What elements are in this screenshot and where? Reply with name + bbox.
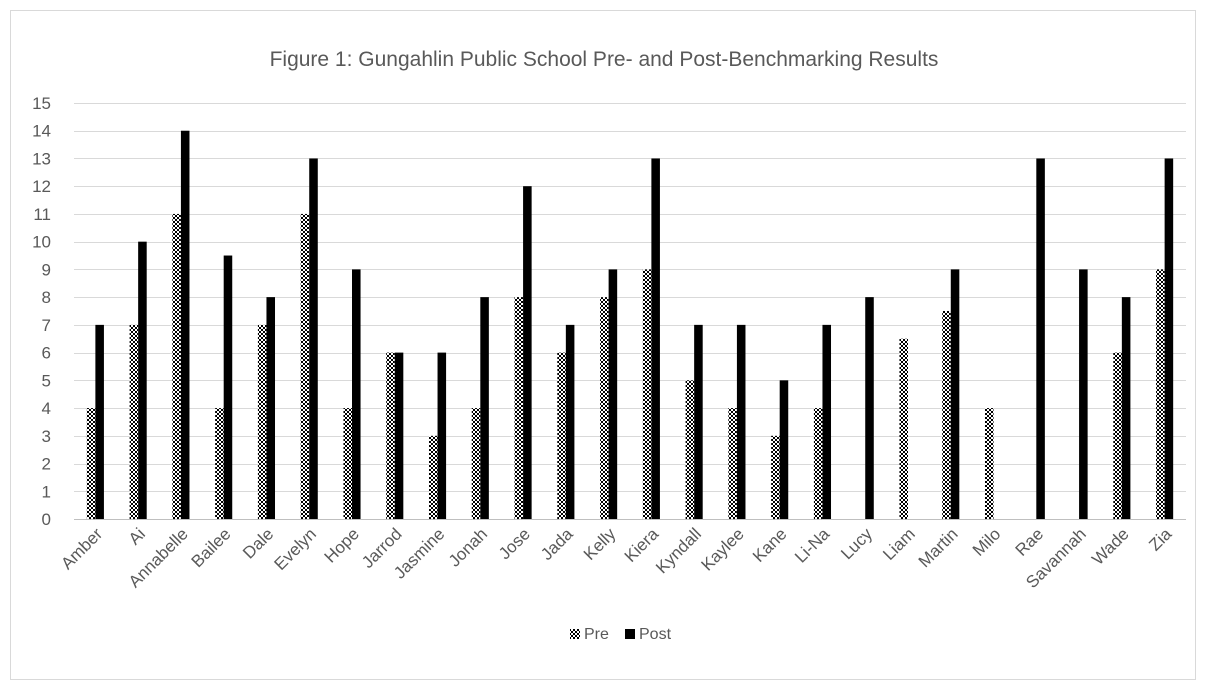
- bar-post: [1164, 158, 1174, 519]
- bar-post: [480, 297, 489, 519]
- chart-area: Figure 1: Gungahlin Public School Pre- a…: [10, 10, 1196, 680]
- bar-pre: [514, 297, 524, 519]
- x-tick-label: Amber: [57, 524, 106, 573]
- x-tick-label: Zia: [1145, 524, 1176, 555]
- x-tick-label: Kaylee: [698, 524, 748, 574]
- bar-post: [950, 269, 960, 519]
- legend-swatch-pre: [570, 629, 580, 639]
- y-tick-label: 15: [32, 94, 51, 113]
- x-tick-label: Ai: [125, 524, 149, 548]
- legend-label-pre: Pre: [584, 626, 609, 643]
- bar-post: [523, 186, 532, 519]
- y-tick-label: 9: [42, 260, 51, 279]
- x-tick-label: Wade: [1088, 524, 1132, 568]
- bar-post: [1036, 158, 1045, 519]
- bar-pre: [86, 408, 96, 519]
- bar-post: [779, 380, 789, 519]
- x-tick-label: Rae: [1012, 524, 1047, 559]
- bar-post: [608, 269, 618, 519]
- bar-post: [266, 297, 276, 519]
- bar-pre: [728, 408, 737, 519]
- bar-post: [180, 130, 190, 519]
- bar-post: [1121, 297, 1131, 519]
- x-tick-label: Lucy: [837, 524, 876, 563]
- y-tick-label: 8: [42, 288, 51, 307]
- bar-pre: [984, 408, 994, 519]
- bar-pre: [343, 408, 352, 519]
- bar-pre: [172, 213, 181, 519]
- y-tick-label: 6: [42, 344, 51, 363]
- legend-swatch-post: [625, 629, 635, 639]
- bar-pre: [771, 435, 780, 519]
- bar-post: [437, 352, 447, 519]
- bar-pre: [942, 311, 951, 519]
- x-tick-label: Dale: [239, 524, 277, 562]
- bar-pre: [813, 408, 823, 519]
- bar-post: [651, 158, 660, 519]
- y-tick-label: 7: [42, 316, 51, 335]
- y-tick-label: 14: [32, 122, 51, 141]
- x-tick-label: Li-Na: [791, 524, 834, 567]
- bar-pre: [899, 338, 908, 519]
- x-tick-label: Martin: [915, 524, 962, 571]
- y-tick-label: 4: [42, 399, 51, 418]
- x-tick-label: Milo: [969, 524, 1004, 559]
- bar-pre: [557, 352, 566, 519]
- bar-post: [138, 241, 147, 520]
- bar-post: [394, 352, 404, 519]
- bar-post: [822, 324, 832, 519]
- bar-pre: [1113, 352, 1122, 519]
- bar-pre: [600, 297, 609, 519]
- y-tick-label: 3: [42, 427, 51, 446]
- chart-title: Figure 1: Gungahlin Public School Pre- a…: [270, 48, 939, 71]
- y-tick-label: 1: [42, 482, 51, 501]
- bar-post: [865, 297, 874, 519]
- x-tick-label: Kane: [749, 524, 791, 566]
- y-tick-label: 5: [42, 371, 51, 390]
- bar-pre: [471, 408, 481, 519]
- bar-pre: [642, 269, 652, 519]
- bar-post: [694, 324, 703, 519]
- x-tick-label: Jada: [537, 524, 577, 564]
- bar-pre: [215, 408, 224, 519]
- bar-post: [223, 255, 233, 519]
- bar-post: [352, 269, 361, 519]
- y-tick-label: 2: [42, 455, 51, 474]
- y-tick-label: 12: [32, 177, 51, 196]
- x-tick-label: Evelyn: [271, 524, 321, 574]
- bar-pre: [129, 324, 139, 519]
- bar-pre: [1156, 269, 1165, 519]
- bar-pre: [257, 324, 267, 519]
- x-tick-label: Kyndall: [652, 524, 705, 577]
- bar-post: [1079, 269, 1088, 519]
- bar-post: [736, 324, 746, 519]
- x-tick-label: Liam: [879, 524, 918, 563]
- bar-pre: [386, 352, 395, 519]
- bar-chart: Figure 1: Gungahlin Public School Pre- a…: [32, 48, 1186, 643]
- bar-post: [95, 324, 104, 519]
- y-tick-label: 13: [32, 149, 51, 168]
- x-tick-label: Hope: [321, 524, 363, 566]
- y-tick-label: 10: [32, 233, 51, 252]
- y-tick-label: 11: [33, 205, 51, 224]
- bar-pre: [300, 213, 310, 519]
- bar-post: [309, 158, 318, 519]
- x-tick-label: Bailee: [188, 524, 235, 571]
- x-tick-label: Jose: [495, 524, 534, 563]
- y-tick-label: 0: [42, 510, 51, 529]
- bar-post: [565, 324, 575, 519]
- legend-label-post: Post: [639, 626, 672, 643]
- x-tick-label: Jonah: [445, 524, 491, 570]
- x-tick-label: Kelly: [580, 524, 620, 564]
- bar-pre: [685, 380, 695, 519]
- bar-pre: [428, 435, 438, 519]
